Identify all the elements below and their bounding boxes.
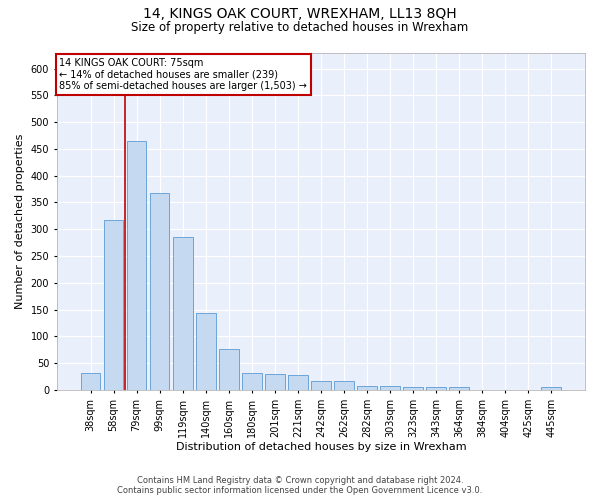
Bar [541, 386, 561, 390]
Bar [242, 373, 262, 390]
Text: Size of property relative to detached houses in Wrexham: Size of property relative to detached ho… [131, 21, 469, 34]
Bar [403, 388, 423, 390]
Bar [449, 388, 469, 390]
Text: 14, KINGS OAK COURT, WREXHAM, LL13 8QH: 14, KINGS OAK COURT, WREXHAM, LL13 8QH [143, 8, 457, 22]
Bar [334, 382, 354, 390]
Bar [173, 236, 193, 390]
Bar [380, 386, 400, 390]
Y-axis label: Number of detached properties: Number of detached properties [15, 134, 25, 309]
Bar [288, 376, 308, 390]
Bar [81, 373, 100, 390]
Text: 14 KINGS OAK COURT: 75sqm
← 14% of detached houses are smaller (239)
85% of semi: 14 KINGS OAK COURT: 75sqm ← 14% of detac… [59, 58, 307, 91]
X-axis label: Distribution of detached houses by size in Wrexham: Distribution of detached houses by size … [176, 442, 466, 452]
Bar [127, 141, 146, 390]
Bar [104, 220, 124, 390]
Bar [150, 194, 169, 390]
Bar [196, 314, 215, 390]
Bar [219, 349, 239, 390]
Text: Contains HM Land Registry data © Crown copyright and database right 2024.
Contai: Contains HM Land Registry data © Crown c… [118, 476, 482, 495]
Bar [357, 386, 377, 390]
Bar [311, 382, 331, 390]
Bar [265, 374, 284, 390]
Bar [426, 388, 446, 390]
